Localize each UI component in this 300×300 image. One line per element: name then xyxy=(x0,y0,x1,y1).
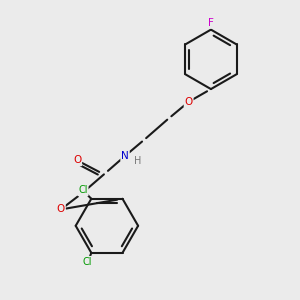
Text: O: O xyxy=(73,155,81,165)
Text: F: F xyxy=(208,18,214,28)
Text: Cl: Cl xyxy=(82,257,92,267)
Text: O: O xyxy=(184,97,193,107)
Text: N: N xyxy=(121,151,129,161)
Text: H: H xyxy=(134,156,141,166)
Text: Cl: Cl xyxy=(78,185,88,195)
Text: O: O xyxy=(57,204,65,214)
